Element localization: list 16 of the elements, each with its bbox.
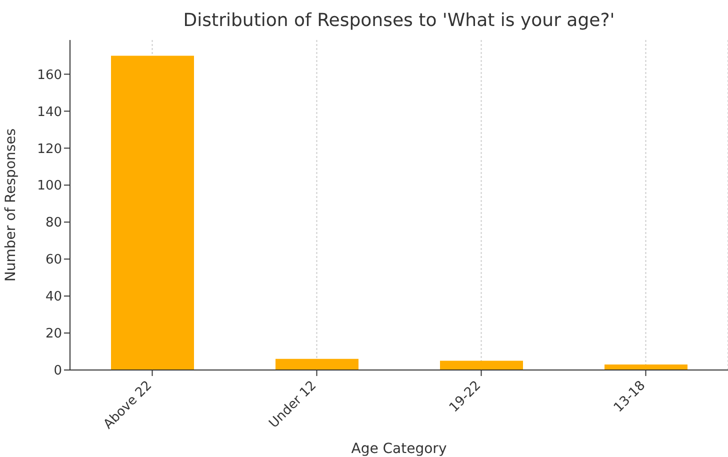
y-tick-label: 0 — [54, 364, 62, 379]
y-tick-label: 120 — [37, 142, 62, 157]
chart-title: Distribution of Responses to 'What is your age?' — [182, 10, 616, 31]
x-axis-title: Age Category — [351, 441, 447, 457]
y-tick-label: 80 — [45, 216, 62, 231]
y-tick-label: 60 — [45, 252, 62, 268]
bar — [276, 358, 358, 370]
y-tick-label: 40 — [45, 290, 62, 305]
bar — [604, 364, 688, 370]
bar — [440, 360, 523, 370]
y-axis-title: Number of Responses — [2, 128, 19, 282]
y-tick-label: 20 — [45, 326, 62, 342]
y-tick-label: 160 — [37, 68, 62, 83]
y-tick-label: 140 — [37, 104, 62, 120]
bar — [111, 56, 194, 370]
y-tick-label: 100 — [37, 178, 62, 194]
